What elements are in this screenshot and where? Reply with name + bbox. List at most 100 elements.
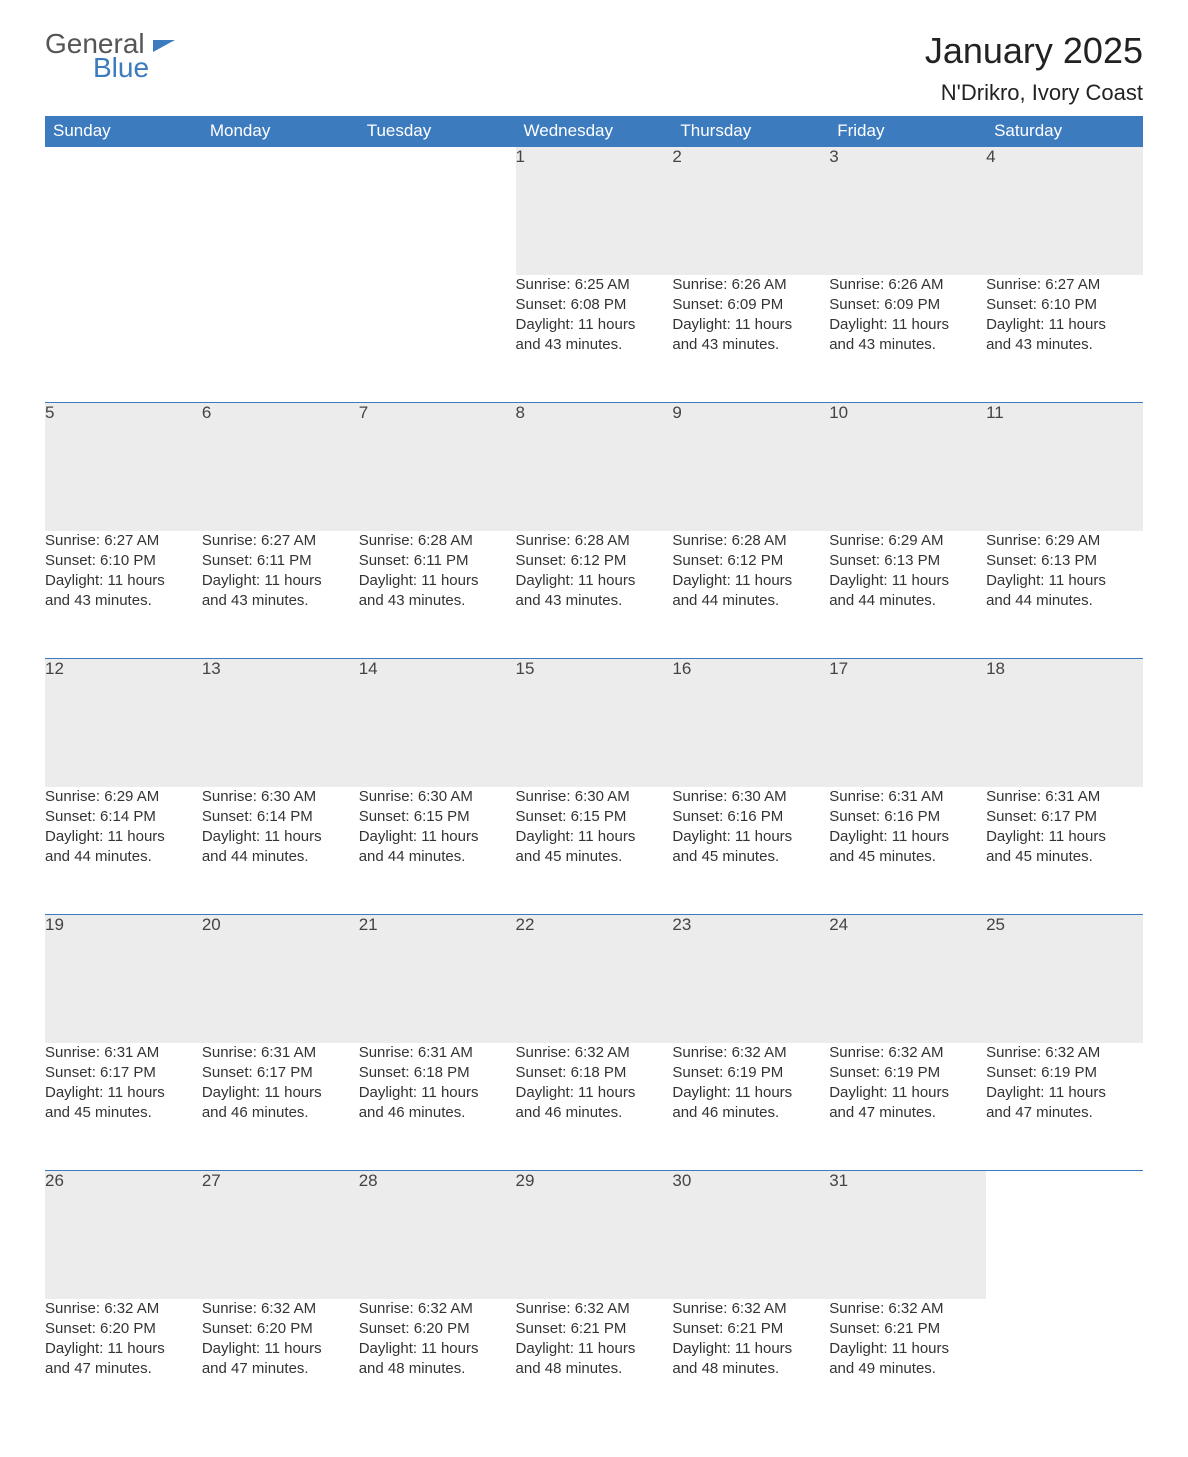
day-day1: Daylight: 11 hours (672, 1083, 829, 1103)
day-sunrise: Sunrise: 6:27 AM (986, 275, 1143, 295)
day-number: 18 (986, 659, 1143, 787)
day-sunset: Sunset: 6:20 PM (202, 1319, 359, 1339)
day-cell: Sunrise: 6:27 AMSunset: 6:10 PMDaylight:… (45, 531, 202, 659)
day-sunrise: Sunrise: 6:31 AM (829, 787, 986, 807)
day-sunrise: Sunrise: 6:26 AM (672, 275, 829, 295)
day-sunset: Sunset: 6:13 PM (829, 551, 986, 571)
day-number: 9 (672, 403, 829, 531)
day-cell: Sunrise: 6:32 AMSunset: 6:21 PMDaylight:… (516, 1299, 673, 1427)
day-day1: Daylight: 11 hours (829, 827, 986, 847)
day-cell: Sunrise: 6:32 AMSunset: 6:20 PMDaylight:… (202, 1299, 359, 1427)
day-number: 20 (202, 915, 359, 1043)
day-sunrise: Sunrise: 6:32 AM (516, 1299, 673, 1319)
day-day2: and 45 minutes. (45, 1103, 202, 1123)
day-header: Saturday (986, 116, 1143, 147)
day-day2: and 44 minutes. (202, 847, 359, 867)
day-number: 2 (672, 147, 829, 275)
day-cell: Sunrise: 6:27 AMSunset: 6:10 PMDaylight:… (986, 275, 1143, 403)
day-header: Thursday (672, 116, 829, 147)
day-cell: Sunrise: 6:29 AMSunset: 6:13 PMDaylight:… (986, 531, 1143, 659)
day-number: 12 (45, 659, 202, 787)
day-sunrise: Sunrise: 6:32 AM (45, 1299, 202, 1319)
day-day2: and 44 minutes. (45, 847, 202, 867)
day-cell: Sunrise: 6:29 AMSunset: 6:14 PMDaylight:… (45, 787, 202, 915)
day-sunset: Sunset: 6:19 PM (986, 1063, 1143, 1083)
day-number: 4 (986, 147, 1143, 275)
day-cell: Sunrise: 6:28 AMSunset: 6:12 PMDaylight:… (516, 531, 673, 659)
day-sunset: Sunset: 6:10 PM (986, 295, 1143, 315)
month-title: January 2025 (925, 30, 1143, 72)
day-sunrise: Sunrise: 6:28 AM (672, 531, 829, 551)
day-day2: and 46 minutes. (516, 1103, 673, 1123)
day-cell: Sunrise: 6:31 AMSunset: 6:18 PMDaylight:… (359, 1043, 516, 1171)
day-sunset: Sunset: 6:18 PM (516, 1063, 673, 1083)
calendar-table: Sunday Monday Tuesday Wednesday Thursday… (45, 116, 1143, 1427)
day-sunset: Sunset: 6:17 PM (202, 1063, 359, 1083)
day-cell: Sunrise: 6:31 AMSunset: 6:16 PMDaylight:… (829, 787, 986, 915)
day-cell: Sunrise: 6:32 AMSunset: 6:19 PMDaylight:… (672, 1043, 829, 1171)
day-sunrise: Sunrise: 6:29 AM (829, 531, 986, 551)
day-number: 27 (202, 1171, 359, 1299)
day-sunrise: Sunrise: 6:28 AM (516, 531, 673, 551)
day-day2: and 43 minutes. (829, 335, 986, 355)
day-sunset: Sunset: 6:17 PM (45, 1063, 202, 1083)
day-day1: Daylight: 11 hours (829, 315, 986, 335)
day-day2: and 48 minutes. (672, 1359, 829, 1379)
details-row: Sunrise: 6:31 AMSunset: 6:17 PMDaylight:… (45, 1043, 1143, 1171)
day-day2: and 48 minutes. (516, 1359, 673, 1379)
day-number: 14 (359, 659, 516, 787)
day-day2: and 43 minutes. (359, 591, 516, 611)
day-number: 3 (829, 147, 986, 275)
day-sunrise: Sunrise: 6:27 AM (202, 531, 359, 551)
details-row: Sunrise: 6:32 AMSunset: 6:20 PMDaylight:… (45, 1299, 1143, 1427)
day-day2: and 47 minutes. (986, 1103, 1143, 1123)
day-sunrise: Sunrise: 6:30 AM (202, 787, 359, 807)
day-number: 26 (45, 1171, 202, 1299)
day-sunset: Sunset: 6:15 PM (516, 807, 673, 827)
day-day2: and 43 minutes. (516, 335, 673, 355)
day-day1: Daylight: 11 hours (45, 571, 202, 591)
day-sunset: Sunset: 6:08 PM (516, 295, 673, 315)
day-header: Sunday (45, 116, 202, 147)
day-day1: Daylight: 11 hours (359, 1083, 516, 1103)
day-day1: Daylight: 11 hours (202, 827, 359, 847)
day-cell: Sunrise: 6:31 AMSunset: 6:17 PMDaylight:… (202, 1043, 359, 1171)
day-day1: Daylight: 11 hours (516, 315, 673, 335)
day-sunset: Sunset: 6:19 PM (829, 1063, 986, 1083)
day-cell: Sunrise: 6:32 AMSunset: 6:20 PMDaylight:… (359, 1299, 516, 1427)
day-cell (986, 1299, 1143, 1427)
day-day1: Daylight: 11 hours (202, 571, 359, 591)
day-number: 10 (829, 403, 986, 531)
day-day2: and 48 minutes. (359, 1359, 516, 1379)
logo-text-2: Blue (93, 54, 149, 82)
day-sunset: Sunset: 6:09 PM (672, 295, 829, 315)
day-cell (202, 275, 359, 403)
day-cell: Sunrise: 6:28 AMSunset: 6:12 PMDaylight:… (672, 531, 829, 659)
day-sunrise: Sunrise: 6:29 AM (986, 531, 1143, 551)
day-number: 25 (986, 915, 1143, 1043)
day-sunset: Sunset: 6:11 PM (202, 551, 359, 571)
day-sunrise: Sunrise: 6:32 AM (516, 1043, 673, 1063)
day-day1: Daylight: 11 hours (986, 315, 1143, 335)
details-row: Sunrise: 6:27 AMSunset: 6:10 PMDaylight:… (45, 531, 1143, 659)
day-cell: Sunrise: 6:27 AMSunset: 6:11 PMDaylight:… (202, 531, 359, 659)
day-day1: Daylight: 11 hours (202, 1083, 359, 1103)
day-sunrise: Sunrise: 6:31 AM (986, 787, 1143, 807)
day-day2: and 44 minutes. (359, 847, 516, 867)
day-number: 28 (359, 1171, 516, 1299)
logo: General Blue (45, 30, 175, 82)
day-sunset: Sunset: 6:20 PM (45, 1319, 202, 1339)
day-day1: Daylight: 11 hours (829, 1339, 986, 1359)
day-sunset: Sunset: 6:17 PM (986, 807, 1143, 827)
day-day1: Daylight: 11 hours (45, 1083, 202, 1103)
day-number: 5 (45, 403, 202, 531)
day-cell: Sunrise: 6:29 AMSunset: 6:13 PMDaylight:… (829, 531, 986, 659)
day-sunset: Sunset: 6:14 PM (45, 807, 202, 827)
day-day2: and 45 minutes. (829, 847, 986, 867)
day-number: 8 (516, 403, 673, 531)
day-day1: Daylight: 11 hours (986, 1083, 1143, 1103)
day-day1: Daylight: 11 hours (986, 571, 1143, 591)
day-sunset: Sunset: 6:21 PM (516, 1319, 673, 1339)
day-header-row: Sunday Monday Tuesday Wednesday Thursday… (45, 116, 1143, 147)
day-cell: Sunrise: 6:32 AMSunset: 6:21 PMDaylight:… (672, 1299, 829, 1427)
